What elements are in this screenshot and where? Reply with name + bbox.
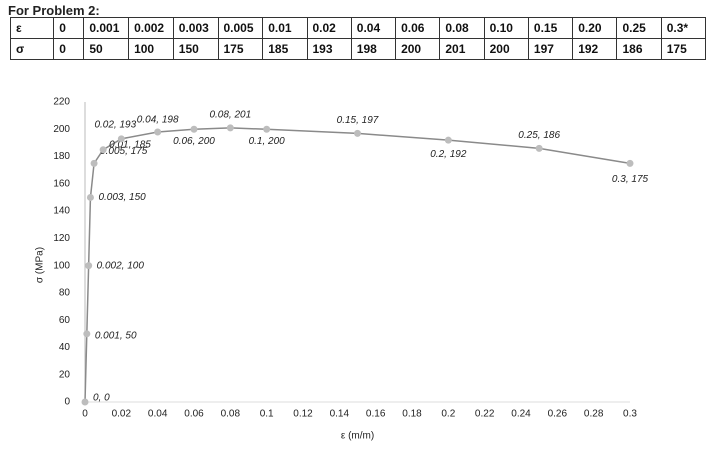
data-point <box>83 330 91 338</box>
y-axis-label: σ (MPa) <box>35 247 46 283</box>
x-tick-label: 0 <box>82 409 88 420</box>
x-tick-label: 0.24 <box>511 409 531 420</box>
data-point <box>86 193 94 201</box>
data-label: 0.2, 192 <box>430 149 467 160</box>
data-point <box>354 129 361 137</box>
data-table: ε 0 0.001 0.002 0.003 0.005 0.01 0.02 0.04 0.06 0.… <box>9 17 706 60</box>
y-tick-label: 120 <box>53 233 70 244</box>
x-axis-label: ε (m/m) <box>341 431 374 442</box>
x-tick-label: 0.16 <box>366 409 386 420</box>
table-cell: 0.10 <box>483 17 529 39</box>
data-label: 0.15, 197 <box>337 115 379 126</box>
x-tick-label: 0.3 <box>623 409 637 420</box>
table-cell: 0.08 <box>439 17 485 39</box>
table-cell: 0.04 <box>350 17 397 39</box>
y-tick-label: 200 <box>53 124 70 135</box>
y-tick-label: 20 <box>59 369 71 380</box>
x-tick-label: 0.04 <box>148 409 168 420</box>
data-point <box>626 159 634 167</box>
y-tick-label: 160 <box>53 178 70 189</box>
data-point <box>190 125 198 133</box>
table-cell: 50 <box>83 38 130 60</box>
x-tick-label: 0.12 <box>293 409 313 420</box>
data-label: 0.003, 150 <box>98 192 146 203</box>
y-tick-label: 220 <box>53 97 70 108</box>
table-row: σ 0 50 100 150 175 185 193 198 200 201 200 197 192 186… <box>9 38 706 60</box>
table-cell: 0.25 <box>616 17 662 39</box>
data-point <box>85 262 93 270</box>
x-tick-label: 0.14 <box>330 409 350 420</box>
table-cell: 100 <box>128 38 174 60</box>
data-label: 0.02, 193 <box>94 119 136 130</box>
x-tick-label: 0.18 <box>402 409 422 420</box>
table-cell: 186 <box>616 38 662 60</box>
data-label: 0.04, 198 <box>137 115 179 126</box>
data-label: 0.002, 100 <box>97 260 145 271</box>
x-tick-label: 0.1 <box>260 409 274 420</box>
data-point <box>90 159 98 167</box>
data-label: 0.06, 200 <box>173 136 215 147</box>
data-point <box>263 125 271 133</box>
y-tick-label: 180 <box>53 151 70 162</box>
table-cell: 198 <box>350 38 397 60</box>
data-point <box>535 144 543 152</box>
y-tick-label: 80 <box>59 288 71 299</box>
data-label: 0.25, 186 <box>518 130 560 141</box>
table-cell: 185 <box>262 38 308 60</box>
data-label: 0.3, 175 <box>612 174 649 185</box>
x-tick-label: 0.2 <box>441 409 455 420</box>
data-label: 0.08, 201 <box>209 110 251 121</box>
table-cell: 192 <box>572 38 618 60</box>
data-label: 0, 0 <box>93 393 110 404</box>
data-point <box>226 124 234 132</box>
table-cell: 197 <box>527 38 574 60</box>
x-tick-label: 0.26 <box>548 409 568 420</box>
data-point <box>444 136 452 144</box>
x-tick-label: 0.28 <box>584 409 604 420</box>
data-point <box>154 128 162 136</box>
table-cell: σ <box>9 38 55 60</box>
y-tick-label: 0 <box>64 397 70 408</box>
x-tick-label: 0.08 <box>221 409 241 420</box>
data-label: 0.001, 50 <box>95 330 137 341</box>
table-cell: 0.01 <box>262 17 308 39</box>
table-cell: 0 <box>53 38 85 60</box>
table-cell: 0.001 <box>83 17 130 39</box>
table-cell: 200 <box>483 38 529 60</box>
data-label: 0.1, 200 <box>249 136 286 147</box>
x-tick-label: 0.06 <box>184 409 204 420</box>
y-tick-label: 60 <box>59 315 71 326</box>
data-point <box>81 398 89 406</box>
table-cell: 0.06 <box>395 17 441 39</box>
data-label: 0.005, 175 <box>100 146 148 157</box>
table-cell: 175 <box>660 38 706 60</box>
table-cell: 0.15 <box>527 17 574 39</box>
y-tick-label: 100 <box>53 260 70 271</box>
data-point <box>117 135 125 143</box>
x-tick-label: 0.22 <box>475 409 495 420</box>
x-tick-label: 0.02 <box>112 409 132 420</box>
table-cell: 0.3* <box>660 17 706 39</box>
data-label: 0.01, 185 <box>109 139 151 150</box>
y-tick-label: 140 <box>53 206 70 217</box>
table-cell: 201 <box>439 38 485 60</box>
heading: For Problem 2: <box>8 3 100 18</box>
table-cell: 150 <box>172 38 219 60</box>
data-line <box>84 127 631 403</box>
table-cell: 0 <box>53 17 85 39</box>
y-tick-label: 40 <box>59 342 71 353</box>
data-point <box>99 146 107 154</box>
